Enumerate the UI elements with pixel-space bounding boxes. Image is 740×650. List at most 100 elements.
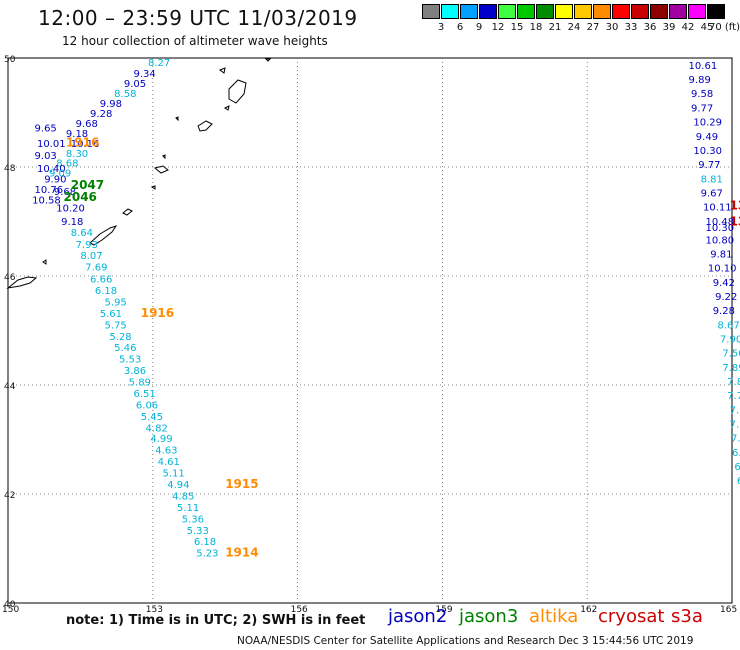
wave-height-label: 5.11 xyxy=(177,503,199,514)
wave-height-label: 9.77 xyxy=(691,103,713,114)
legend-label: 6 xyxy=(456,22,464,33)
island-outline xyxy=(150,185,156,190)
wave-height-label: 7.50 xyxy=(722,349,740,360)
lon-tick-label: 165 xyxy=(720,605,737,615)
legend-swatch xyxy=(498,4,516,19)
lon-tick-label: 153 xyxy=(146,605,163,615)
lon-tick-label: 162 xyxy=(580,605,597,615)
wave-height-label: 7.57 xyxy=(730,405,740,416)
lat-tick-label: 50 xyxy=(4,55,16,65)
wave-labels-group: 8.279.349.058.589.989.289.689.65 9.1810.0… xyxy=(32,58,740,560)
wave-height-label: 6.66 xyxy=(90,275,112,286)
wave-height-label: 9.68 xyxy=(76,119,98,130)
legend-label: 21 xyxy=(548,22,562,33)
wave-height-label: 8.64 xyxy=(71,228,93,239)
legend-label: 45 xyxy=(700,22,714,33)
wave-height-label: 5.53 xyxy=(119,355,141,366)
island-outline xyxy=(162,154,166,160)
wave-height-label: 9.09 xyxy=(49,168,71,179)
wave-height-label: 9.18 xyxy=(66,129,88,140)
pass-time-label: 1916 xyxy=(141,306,174,320)
island-outline xyxy=(6,276,38,289)
legend-swatch xyxy=(593,4,611,19)
wave-height-label: 9.81 xyxy=(710,249,732,260)
wave-height-label: 10.48 xyxy=(705,217,734,228)
wave-height-label: 10.76 xyxy=(35,185,64,196)
legend-swatch xyxy=(650,4,668,19)
lat-tick-label: 46 xyxy=(4,273,16,283)
island-outline xyxy=(153,165,169,174)
island-outline xyxy=(224,105,230,111)
wave-height-label: 7.93 xyxy=(76,240,98,251)
legend-label: 18 xyxy=(529,22,543,33)
pass-time-label: 1914 xyxy=(225,546,258,560)
footer-note: note: 1) Time is in UTC; 2) SWH is in fe… xyxy=(66,613,366,628)
wave-height-label: 10.10 xyxy=(708,264,737,275)
wave-height-label: 10.20 xyxy=(56,204,85,215)
legend-swatch xyxy=(669,4,687,19)
island-outline xyxy=(264,58,272,62)
island-outline xyxy=(122,208,133,216)
legend-label: 9 xyxy=(475,22,483,33)
legend-label: 27 xyxy=(586,22,600,33)
wave-height-label: 6.18 xyxy=(194,537,216,548)
wave-height-label: 5.28 xyxy=(109,332,131,343)
wave-height-label: 6.18 xyxy=(95,286,117,297)
legend-swatch xyxy=(422,4,440,19)
island-outline xyxy=(197,120,213,132)
credit-line: NOAA/NESDIS Center for Satellite Applica… xyxy=(237,635,694,647)
satellite-altika-label: altika xyxy=(529,606,579,627)
lon-tick-label: 159 xyxy=(435,605,452,615)
wave-height-label: 5.23 xyxy=(196,549,218,560)
legend-swatch xyxy=(536,4,554,19)
wave-height-label: 5.45 xyxy=(141,412,163,423)
wave-height-label: 9.90 xyxy=(44,174,66,185)
wave-height-label: 6.6 xyxy=(737,476,740,487)
wave-height-label: 6.06 xyxy=(136,400,158,411)
wave-height-label: 7.72 xyxy=(727,391,740,402)
satellite-cryosat-label: cryosat xyxy=(598,606,665,627)
wave-height-label: 9.18 xyxy=(61,217,83,228)
wave-height-label: 8.27 xyxy=(148,58,170,69)
satellite-jason2-label: jason2 xyxy=(388,606,448,627)
wave-height-label: 4.85 xyxy=(172,491,194,502)
pass-time-label: 13 xyxy=(730,214,740,228)
legend-label: 3 xyxy=(437,22,445,33)
pass-time-label: 2046 xyxy=(64,190,97,204)
wave-height-label: 9.05 xyxy=(124,79,146,90)
wave-height-label: 8.81 xyxy=(701,174,723,185)
page-title: 12:00 – 23:59 UTC 11/03/2019 xyxy=(38,6,358,30)
wave-height-label: 10.16 xyxy=(71,139,100,150)
wave-height-label: 7.83 xyxy=(727,377,740,388)
legend-label: 24 xyxy=(567,22,581,33)
wave-height-label: 4.99 xyxy=(150,434,172,445)
wave-height-label: 9.22 xyxy=(715,292,737,303)
wave-height-label: 8.58 xyxy=(114,89,136,100)
wave-height-label: 9.42 xyxy=(713,278,735,289)
wave-height-label: 4.82 xyxy=(146,423,168,434)
wave-height-label: 10.80 xyxy=(705,235,734,246)
legend-unit-label: 70 (ft) xyxy=(709,22,740,33)
satellite-s3a-label: s3a xyxy=(671,606,703,627)
wave-height-label: 5.33 xyxy=(187,526,209,537)
wave-height-label: 9.65 xyxy=(35,124,57,135)
wave-height-label: 9.34 xyxy=(133,69,155,80)
island-outline xyxy=(175,116,179,122)
legend-swatch xyxy=(441,4,459,19)
wave-height-label: 9.77 xyxy=(698,160,720,171)
page-subtitle: 12 hour collection of altimeter wave hei… xyxy=(62,34,328,48)
wave-height-label: 8.68 xyxy=(56,158,78,169)
wave-height-label: 10.61 xyxy=(689,61,718,72)
wave-height-label: 3.86 xyxy=(124,366,146,377)
wave-height-label: 10.58 xyxy=(32,196,61,207)
wave-height-label: 5.89 xyxy=(129,378,151,389)
island-outline xyxy=(89,225,118,246)
wave-height-label: 7.60 xyxy=(731,434,740,445)
legend-swatch xyxy=(479,4,497,19)
wave-height-label: 9.49 xyxy=(696,132,718,143)
legend-swatch xyxy=(707,4,725,19)
wave-height-label: 9.89 xyxy=(689,75,711,86)
wave-height-label: 5.46 xyxy=(114,343,136,354)
wave-height-label: 10.29 xyxy=(693,118,722,129)
